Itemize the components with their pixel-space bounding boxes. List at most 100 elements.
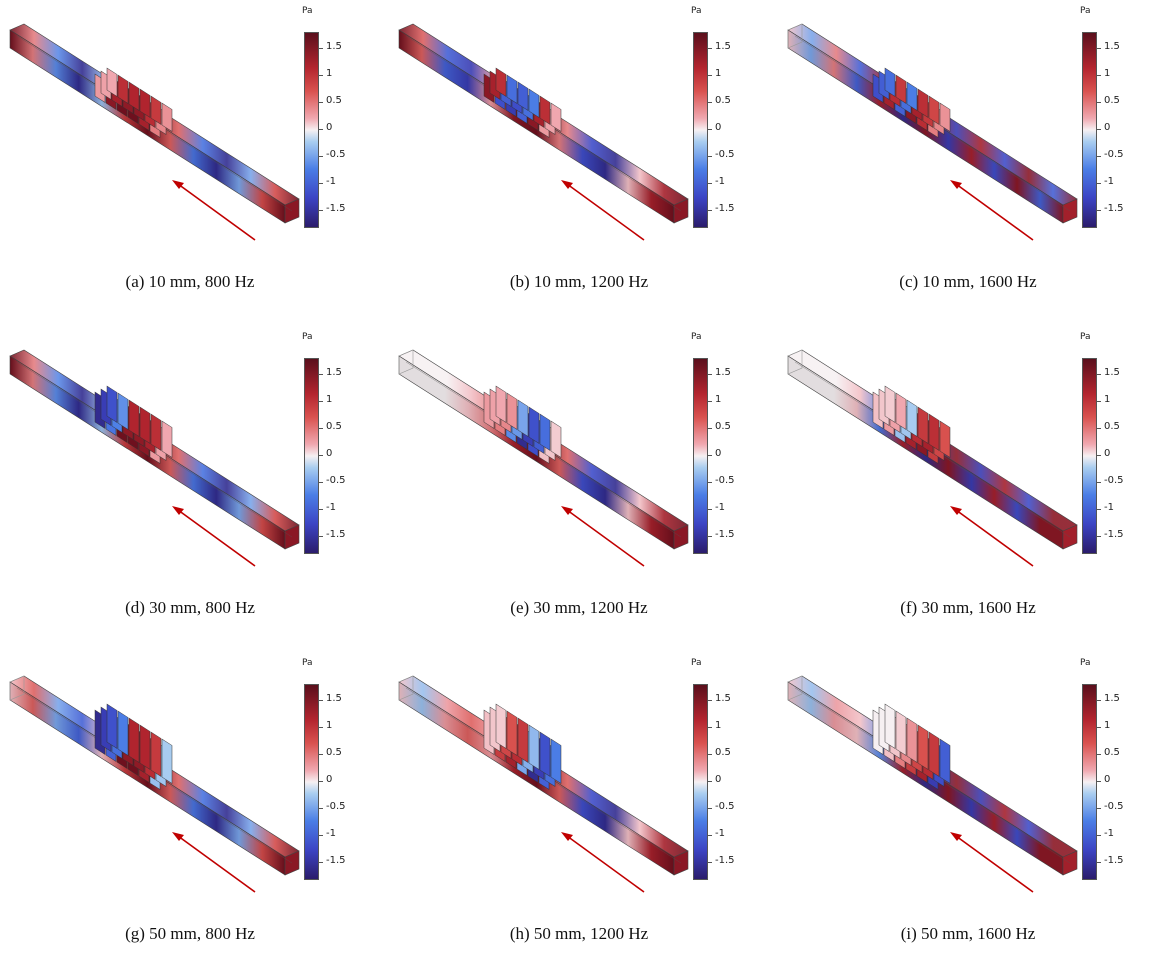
panel-d: Pa 1.5 1 0.5 0 -0.5 -1 -1.5 (d) 30 mm, 800 Hz — [0, 326, 389, 652]
duct-pressure-plot — [398, 675, 689, 893]
duct-pressure-plot — [787, 675, 1078, 893]
colorbar-tick — [708, 834, 712, 836]
colorbar-tick — [319, 481, 323, 483]
colorbar-gradient — [693, 358, 708, 554]
panel-caption: (h) 50 mm, 1200 Hz — [509, 924, 649, 943]
colorbar-tick — [708, 75, 712, 77]
colorbar-unit: Pa — [1080, 658, 1091, 668]
resonator-cell — [161, 420, 173, 458]
resonator-cell — [128, 399, 140, 437]
resonator-cell — [150, 731, 162, 777]
colorbar-tick — [319, 209, 323, 211]
colorbar-tick-label: -0.5 — [1104, 800, 1124, 812]
colorbar-tick-label: -0.5 — [715, 474, 735, 486]
flow-direction-arrow — [561, 506, 645, 567]
colorbar-tick-label: 1 — [326, 720, 333, 732]
colorbar-tick-label: 0.5 — [1104, 747, 1120, 759]
panel-g: Pa 1.5 1 0.5 0 -0.5 -1 -1.5 (g) 50 mm, 800 Hz — [0, 652, 389, 978]
resonator-cell — [550, 420, 562, 458]
colorbar-tick-label: 1 — [326, 394, 333, 406]
colorbar-tick-label: 0.5 — [326, 95, 342, 107]
panel-b: Pa 1.5 1 0.5 0 -0.5 -1 -1.5 (b) 10 mm, 1200 Hz — [389, 0, 778, 326]
colorbar-tick-label: -0.5 — [326, 474, 346, 486]
colorbar-tick — [708, 374, 712, 376]
colorbar-tick-label: 0.5 — [1104, 95, 1120, 107]
colorbar-tick — [708, 209, 712, 211]
resonator-cell — [517, 81, 529, 111]
resonator-cell — [539, 95, 551, 125]
colorbar-tick-label: -1.5 — [1104, 528, 1124, 540]
colorbar-tick-label: -1 — [1104, 175, 1114, 187]
colorbar-tick-label: -0.5 — [326, 800, 346, 812]
colorbar-gradient — [304, 32, 319, 228]
resonator-cell — [517, 717, 529, 763]
colorbar-tick — [319, 155, 323, 157]
resonator-cell — [884, 67, 896, 97]
colorbar-tick — [319, 129, 323, 130]
colorbar-tick-label: 0 — [1104, 774, 1111, 785]
flow-direction-arrow — [172, 180, 256, 241]
duct-start-outline — [787, 23, 803, 49]
flow-direction-arrow — [561, 180, 645, 241]
colorbar-tick-label: 1 — [1104, 720, 1111, 732]
colorbar-tick-label: 0 — [326, 122, 333, 133]
panel-a: Pa 1.5 1 0.5 0 -0.5 -1 -1.5 (a) 10 mm, 800 Hz — [0, 0, 389, 326]
colorbar-tick-label: 1 — [715, 394, 722, 406]
colorbar-tick-label: 1 — [1104, 68, 1111, 80]
colorbar-tick-label: 0.5 — [326, 747, 342, 759]
colorbar-tick-label: 1.5 — [1104, 693, 1120, 705]
resonator-cell — [495, 385, 507, 423]
resonator-cell — [895, 74, 907, 104]
panel-caption: (g) 50 mm, 800 Hz — [125, 924, 255, 943]
colorbar-tick — [1097, 834, 1101, 836]
flow-direction-arrow — [172, 506, 256, 567]
colorbar-tick-label: -0.5 — [326, 148, 346, 160]
flow-direction-arrow — [950, 506, 1034, 567]
resonator-cell — [939, 738, 951, 784]
colorbar-tick-label: -1 — [1104, 501, 1114, 513]
resonator-cell — [117, 74, 129, 104]
colorbar-tick-label: -1.5 — [715, 528, 735, 540]
colorbar-unit: Pa — [691, 6, 702, 16]
resonator-cell — [139, 406, 151, 444]
colorbar-tick-label: 1 — [326, 68, 333, 80]
colorbar-tick-label: -1 — [326, 827, 336, 839]
duct-start-outline — [787, 675, 803, 701]
colorbar-tick — [1097, 75, 1101, 77]
resonator-cell — [106, 385, 118, 423]
colorbar-tick — [1097, 481, 1101, 483]
colorbar-tick-label: -1 — [1104, 827, 1114, 839]
colorbar-tick-label: 0.5 — [715, 421, 731, 433]
colorbar-tick-label: -1 — [326, 501, 336, 513]
colorbar-gradient — [1082, 684, 1097, 880]
colorbar-tick — [708, 508, 712, 510]
resonator-cell — [506, 710, 518, 756]
panel-caption: (d) 30 mm, 800 Hz — [125, 598, 255, 617]
resonator-cell — [906, 399, 918, 437]
duct-pressure-plot — [9, 675, 300, 893]
colorbar-tick — [1097, 727, 1101, 729]
resonator-cell — [917, 724, 929, 770]
colorbar-unit: Pa — [691, 658, 702, 668]
colorbar-tick — [1097, 535, 1101, 537]
colorbar-tick — [708, 401, 712, 403]
colorbar-tick — [319, 754, 323, 756]
colorbar-tick — [319, 700, 323, 702]
resonator-cell — [928, 731, 940, 777]
panel-caption: (c) 10 mm, 1600 Hz — [899, 272, 1037, 291]
colorbar-tick — [319, 861, 323, 863]
duct-pressure-plot — [9, 349, 300, 567]
duct-pressure-plot — [787, 23, 1078, 241]
colorbar-tick — [1097, 861, 1101, 863]
flow-direction-arrow — [950, 180, 1034, 241]
colorbar-tick-label: -0.5 — [715, 800, 735, 812]
resonator-cell — [895, 392, 907, 430]
panel-caption: (a) 10 mm, 800 Hz — [125, 272, 255, 291]
colorbar-tick — [1097, 700, 1101, 702]
colorbar-tick-label: 1.5 — [715, 41, 731, 53]
colorbar-gradient — [1082, 32, 1097, 228]
colorbar-tick-label: 1 — [1104, 394, 1111, 406]
resonator-cell — [528, 88, 540, 118]
colorbar-tick — [708, 754, 712, 756]
colorbar-tick — [319, 508, 323, 510]
